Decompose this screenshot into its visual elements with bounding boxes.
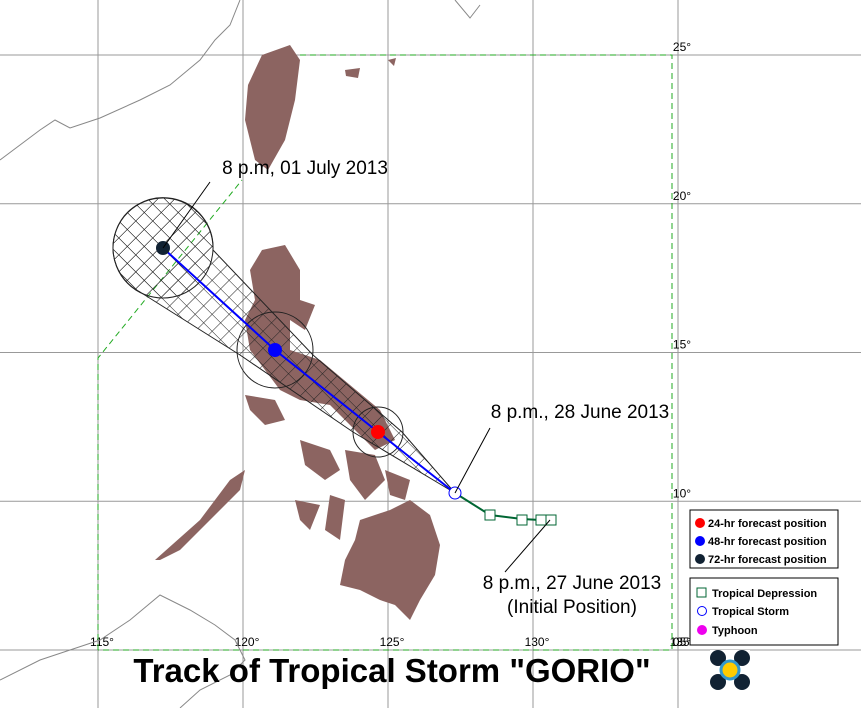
lon-label: 130° [525, 635, 550, 649]
legend-swatch [697, 625, 707, 635]
legend-entry: 48-hr forecast position [708, 536, 827, 548]
forecast-circle-24 [352, 406, 404, 458]
legend-box [689, 509, 839, 569]
legend-entry: Tropical Storm [712, 606, 789, 618]
position-24 [371, 425, 385, 439]
legend-swatch [695, 554, 705, 564]
coastline [0, 0, 481, 708]
annotation: 8 p.m., 28 June 2013 [491, 402, 670, 423]
map-title: Track of Tropical Storm "GORIO" [133, 652, 650, 689]
lat-label: 10° [673, 486, 691, 500]
td-markers [484, 509, 557, 526]
lat-label: 20° [673, 189, 691, 203]
lon-label: 115° [90, 635, 114, 649]
annotation: 8 p.m., 27 June 2013 [483, 573, 662, 594]
forecast-track [162, 247, 456, 494]
legend-swatch [695, 536, 705, 546]
legend-entry: Tropical Depression [712, 588, 817, 600]
logo [710, 650, 750, 690]
legend-entry: 24-hr forecast position [708, 518, 827, 530]
legend-swatch [697, 606, 707, 616]
lat-label: 05° [673, 635, 691, 649]
legend-swatch [695, 518, 705, 528]
legend-entry: 72-hr forecast position [708, 554, 827, 566]
lon-label: 120° [235, 635, 260, 649]
position-48 [268, 343, 282, 357]
forecast-circle-48 [236, 311, 314, 389]
legend-box [689, 577, 839, 646]
annotation: 8 p.m, 01 July 2013 [222, 158, 388, 179]
lat-label: 15° [673, 338, 691, 352]
lon-label: 125° [380, 635, 405, 649]
lon-label: 135° [670, 635, 695, 649]
lat-label: 25° [673, 40, 691, 54]
leader-line [162, 181, 551, 573]
legend-entry: Typhoon [712, 625, 758, 637]
legend-swatch [696, 587, 707, 598]
annotation: (Initial Position) [507, 597, 637, 618]
